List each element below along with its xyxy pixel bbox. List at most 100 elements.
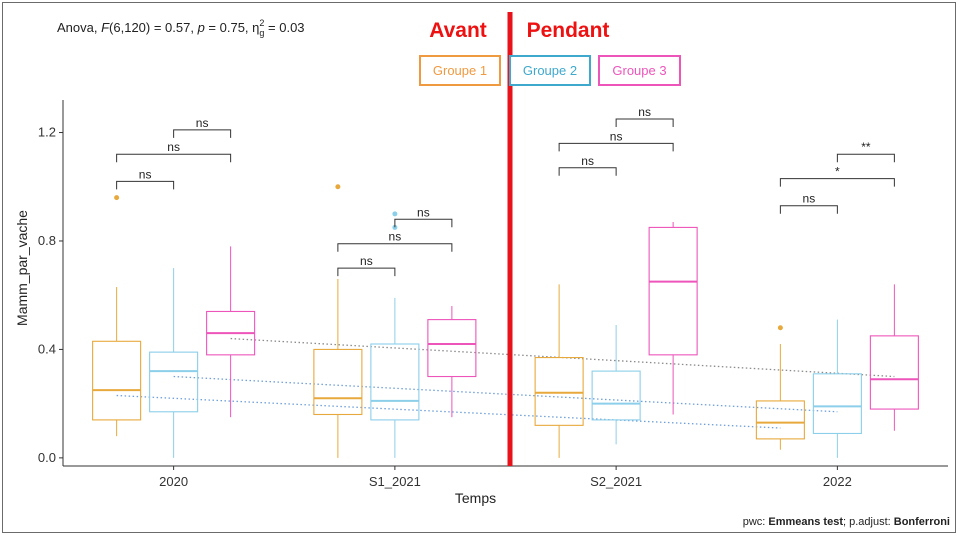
pwc-prefix: pwc: <box>743 516 769 528</box>
significance-label: ns <box>638 105 651 119</box>
significance-bracket-line <box>558 142 674 152</box>
significance-bracket: ns <box>116 167 175 190</box>
y-tick-label: 0.0 <box>38 450 56 465</box>
legend-item-box <box>509 55 591 86</box>
box <box>812 319 862 458</box>
significance-bracket: ns <box>558 154 617 176</box>
x-tick-label: S1_2021 <box>369 474 421 489</box>
anova-summary: Anova, F(6,120) = 0.57, p = 0.75, η2 g = … <box>57 18 305 38</box>
box-body <box>534 357 584 426</box>
legend: Groupe 1 Groupe 2 Groupe 3 <box>419 55 681 86</box>
significance-bracket-line <box>836 153 895 163</box>
significance-label: ns <box>610 129 623 143</box>
y-tick-label: 0.4 <box>38 341 56 356</box>
anova-f-symbol: F <box>101 20 110 35</box>
y-axis-title: Mamm_par_vache <box>14 210 30 326</box>
trend-line <box>173 375 838 413</box>
significance-bracket-line <box>116 153 232 163</box>
boxes <box>92 184 919 458</box>
box-body <box>755 400 805 440</box>
phase-label-during: Pendant <box>527 19 610 42</box>
box <box>755 325 805 450</box>
x-axis-title: Temps <box>455 490 496 506</box>
anova-prefix: Anova, <box>57 20 101 35</box>
x-tick-label: S2_2021 <box>590 474 642 489</box>
legend-item-label: Groupe 3 <box>612 63 666 78</box>
phase-label-before: Avant <box>429 19 487 42</box>
significance-label: * <box>835 165 840 179</box>
anova-eta: η <box>252 20 259 35</box>
significance-bracket-line <box>337 267 396 277</box>
significance-label: ns <box>139 167 152 181</box>
box-body <box>648 226 698 356</box>
anova-eta-value: = 0.03 <box>264 20 304 35</box>
anova-eta-sup: 2 <box>259 18 264 28</box>
pwc-note: pwc: Emmeans test; p.adjust: Bonferroni <box>743 516 950 528</box>
pwc-mid: ; p.adjust: <box>843 516 894 528</box>
trend-lines <box>116 337 895 429</box>
anova-p-symbol: p <box>197 20 205 35</box>
box-body <box>370 343 420 421</box>
box-outlier <box>335 184 341 190</box>
significance-bracket-line <box>337 243 453 252</box>
significance-bracket: ns <box>779 192 838 214</box>
box <box>591 325 641 445</box>
box-outlier <box>392 211 398 217</box>
significance-label: ns <box>581 154 594 168</box>
box <box>92 195 142 437</box>
significance-bracket: ns <box>615 105 674 127</box>
legend-item: Groupe 2 <box>509 55 591 86</box>
pwc-test: Emmeans test <box>768 516 843 528</box>
y-tick-label: 1.2 <box>38 125 56 140</box>
anova-p-value: = 0.75, <box>205 20 252 35</box>
box <box>648 222 698 415</box>
axes: 0.0 0.4 0.8 1.2 2020 S1_2021 S2_2021 2022 Temps M… <box>14 100 948 506</box>
significance-bracket-line <box>779 178 895 187</box>
box-outlier <box>777 325 783 331</box>
significance-label: ns <box>196 116 209 130</box>
pwc-adjust: Bonferroni <box>894 516 950 528</box>
significance-bracket-line <box>116 180 175 190</box>
legend-item: Groupe 1 <box>419 55 501 86</box>
significance-bracket: * <box>779 165 895 187</box>
significance-bracket: ** <box>836 140 895 163</box>
box <box>370 211 420 458</box>
significance-bracket-line <box>173 129 232 138</box>
significance-label: ns <box>417 205 430 219</box>
box <box>869 284 919 431</box>
box <box>534 284 584 458</box>
x-tick-label: 2020 <box>159 474 188 489</box>
significance-bracket-line <box>615 118 674 127</box>
box-body <box>591 370 641 421</box>
significance-bracket-line <box>558 167 617 176</box>
legend-item-box <box>598 55 681 86</box>
significance-label: ns <box>167 140 180 154</box>
box <box>149 268 199 458</box>
significance-bracket-line <box>779 205 838 214</box>
box-body <box>427 319 477 378</box>
box-body <box>92 340 142 421</box>
y-tick-label: 0.8 <box>38 233 56 248</box>
legend-item-box <box>419 55 501 86</box>
anova-f-args: (6,120) = 0.57, <box>109 20 198 35</box>
legend-item-label: Groupe 1 <box>433 63 487 78</box>
significance-bracket: ns <box>394 205 453 228</box>
significance-label: ** <box>861 140 871 154</box>
significance-label: ns <box>803 192 816 206</box>
significance-bracket: ns <box>116 140 232 163</box>
significance-bracket: ns <box>337 254 396 277</box>
box-body <box>149 351 199 413</box>
significance-bracket-line <box>394 218 453 228</box>
box <box>313 184 363 458</box>
significance-bracket: ns <box>337 230 453 252</box>
significance-bracket: ns <box>558 129 674 152</box>
box-outlier <box>392 224 398 230</box>
significance-label: ns <box>360 254 373 268</box>
legend-item-label: Groupe 2 <box>523 63 577 78</box>
box-outlier <box>114 195 120 201</box>
significance-label: ns <box>389 230 402 244</box>
box <box>206 246 256 418</box>
box <box>427 306 477 418</box>
